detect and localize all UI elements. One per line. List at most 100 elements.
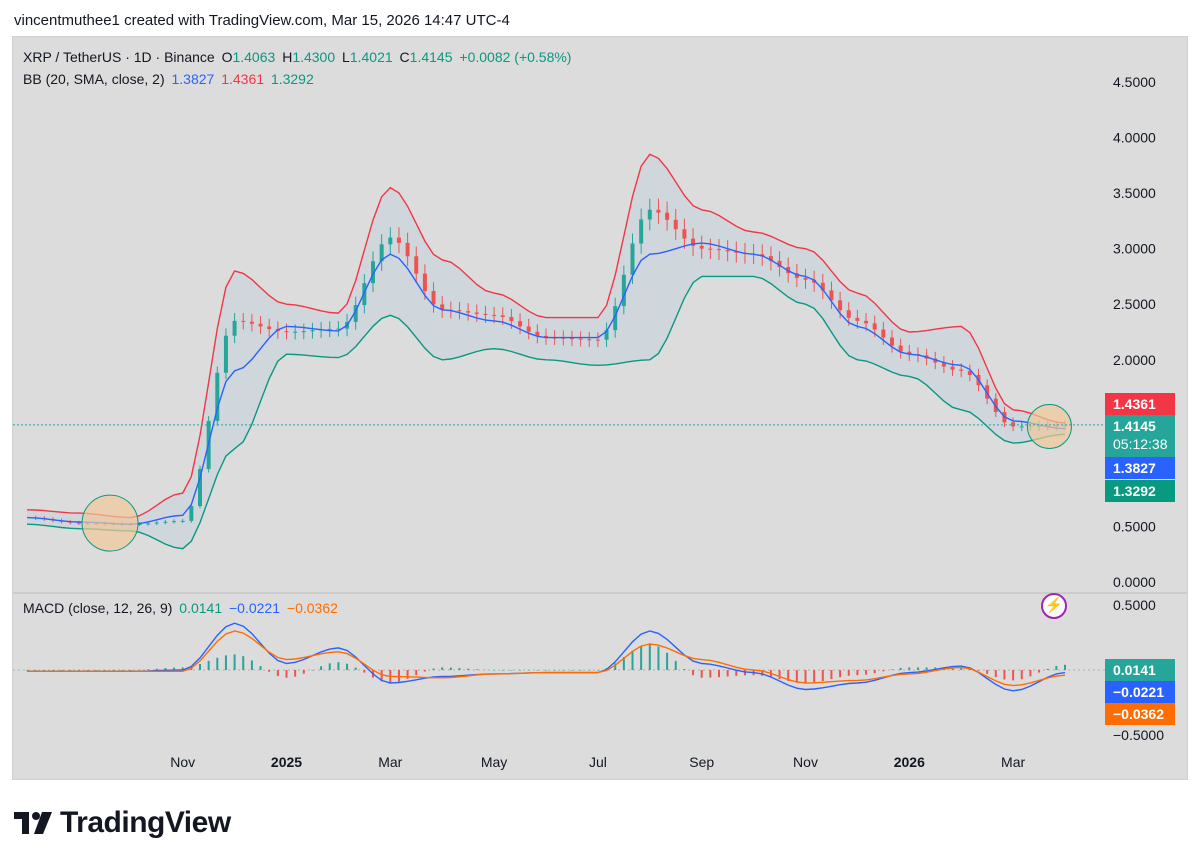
price-axis-tick: 4.5000: [1113, 74, 1156, 90]
candle-body: [440, 304, 445, 310]
macd-hist-badge: 0.0141: [1113, 662, 1156, 678]
candle-body: [414, 256, 419, 274]
lightning-icon[interactable]: ⚡: [1041, 593, 1067, 619]
candle-body: [76, 522, 81, 524]
macd-histogram-bar: [778, 670, 781, 680]
macd-histogram-bar: [631, 650, 634, 670]
price-axis-tick: 3.5000: [1113, 185, 1156, 201]
candle-body: [284, 331, 289, 333]
candle-body: [959, 369, 964, 371]
candle-body: [812, 279, 817, 283]
macd-histogram-bar: [337, 662, 340, 670]
macd-histogram-bar: [129, 670, 132, 671]
candle-body: [431, 291, 436, 305]
macd-line-badge: −0.0221: [1113, 684, 1164, 700]
candle-body: [146, 523, 151, 525]
open-value: 1.4063: [232, 49, 276, 65]
candle-body: [198, 469, 202, 507]
macd-histogram-bar: [363, 670, 366, 673]
candle-body: [223, 335, 228, 373]
macd-histogram-bar: [614, 663, 617, 670]
macd-histogram-bar: [164, 668, 167, 670]
macd-histogram-bar: [242, 656, 245, 670]
brand-footer: TradingView: [14, 806, 231, 840]
candle-body: [803, 277, 808, 280]
candle-body: [725, 250, 730, 252]
candle-body: [950, 366, 955, 370]
price-axis-tick: 0.0000: [1113, 574, 1156, 590]
macd-histogram-bar: [43, 670, 46, 671]
macd-histogram-bar: [354, 667, 357, 670]
change-value: +0.0082 (+0.58%): [459, 49, 572, 65]
candle-body: [613, 306, 618, 331]
candle-body: [215, 372, 220, 421]
macd-histogram-bar: [155, 668, 158, 670]
time-axis-label: Mar: [1001, 754, 1025, 770]
candle-body: [180, 520, 185, 522]
candle-body: [604, 330, 609, 340]
candle-body: [907, 351, 912, 355]
macd-histogram-bar: [856, 670, 859, 676]
macd-histogram-bar: [475, 669, 478, 670]
candle-body: [544, 335, 548, 338]
macd-hist-badge-bg: [1105, 659, 1175, 681]
macd-histogram-bar: [346, 663, 349, 670]
macd-histogram-bar: [34, 670, 37, 671]
macd-histogram-bar: [268, 670, 271, 672]
candle-body: [327, 328, 332, 330]
macd-histogram-bar: [865, 670, 868, 675]
candle-body: [535, 331, 540, 336]
candle-body: [777, 260, 782, 267]
open-label: O: [221, 49, 233, 65]
macd-histogram-bar: [328, 663, 331, 670]
macd-histogram-bar: [743, 670, 746, 676]
candle-body: [249, 321, 254, 324]
candle-body: [855, 317, 860, 321]
macd-histogram-bar: [311, 670, 314, 671]
macd-histogram-bar: [493, 670, 496, 671]
candle-body: [621, 274, 626, 307]
macd-histogram-bar: [951, 667, 954, 670]
candle-body: [941, 362, 946, 367]
macd-histogram-bar: [510, 670, 513, 671]
chart-frame[interactable]: 4.5000 4.0000 3.5000 3.0000 2.5000 2.0000 0.50…: [12, 36, 1188, 780]
macd-histogram-bar: [26, 670, 28, 671]
macd-histogram-bar: [761, 670, 764, 676]
last-price-badge: 1.4145: [1113, 418, 1156, 434]
candle-body: [734, 251, 739, 253]
candle-body: [483, 313, 488, 315]
upper-band-badge-bg: [1105, 393, 1175, 415]
macd-histogram-bar: [380, 670, 383, 682]
high-value: 1.4300: [292, 49, 336, 65]
macd-histogram-bar: [285, 670, 288, 678]
macd-histogram-bar: [916, 667, 919, 670]
macd-histogram-bar: [891, 669, 893, 670]
candle-body: [794, 273, 799, 278]
macd-histogram-bar: [795, 670, 798, 683]
candle-body: [509, 316, 514, 322]
macd-histogram-bar: [960, 667, 963, 670]
macd-histogram-bar: [657, 646, 660, 670]
candle-body: [673, 219, 678, 230]
candle-body: [967, 370, 972, 376]
macd-histogram-bar: [449, 667, 452, 670]
macd-histogram-bar: [830, 670, 833, 680]
time-axis-label: 2026: [894, 754, 925, 770]
macd-line: [27, 622, 1066, 692]
macd-histogram-bar: [250, 660, 253, 670]
candle-body: [717, 249, 721, 251]
macd-axis-tick: 0.5000: [1113, 597, 1156, 613]
macd-histogram-bar: [121, 670, 124, 671]
candle-body: [163, 521, 168, 523]
candle-body: [379, 244, 384, 262]
last-price-badge-bg: [1105, 415, 1175, 457]
candle-body: [630, 243, 635, 275]
close-label: C: [399, 49, 410, 65]
macd-histogram-bar: [519, 670, 522, 671]
macd-histogram-bar: [103, 670, 106, 671]
price-chart[interactable]: 4.5000 4.0000 3.5000 3.0000 2.5000 2.0000 0.50…: [13, 37, 1187, 779]
macd-histogram-bar: [873, 670, 876, 674]
basis-badge-bg: [1105, 457, 1175, 479]
macd-histogram-bar: [640, 645, 643, 670]
candle-body: [172, 521, 177, 523]
